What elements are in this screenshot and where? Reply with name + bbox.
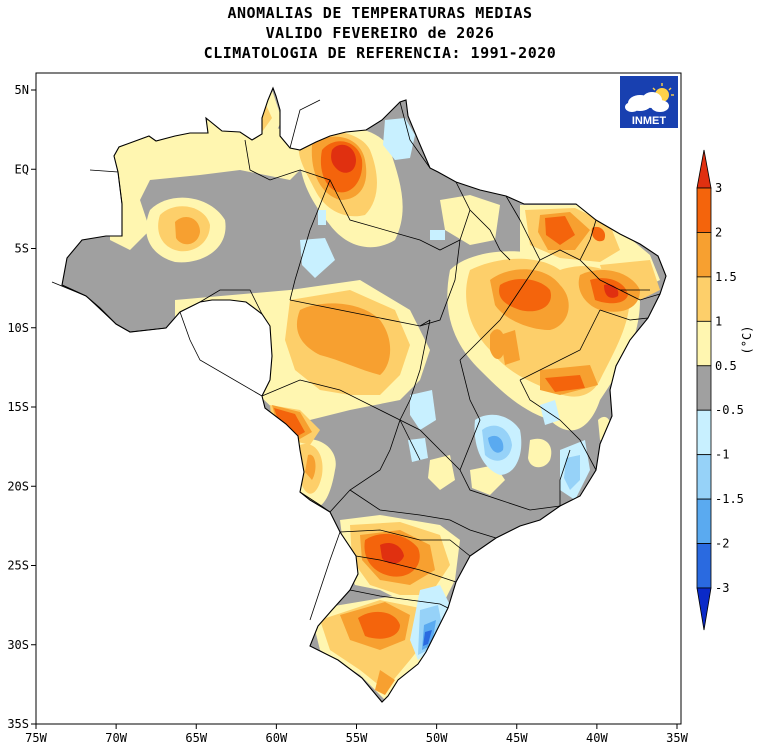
colorbar: 3 2 1.5 1 0.5 -0.5 -1 -1.5 -2 -3: [696, 149, 744, 631]
lon-tick-label: 65W: [185, 731, 207, 745]
borders: [51, 87, 667, 703]
border-colombia: [89, 169, 123, 205]
lat-tick-label: 15S: [7, 400, 29, 414]
map-title: ANOMALIAS DE TEMPERATURAS MEDIAS: [227, 4, 533, 22]
colorbar-bottom-triangle: [696, 587, 712, 631]
colorbar-unit: (°C): [740, 326, 754, 355]
colorbar-segment: [696, 365, 712, 411]
map-subtitle-climatology: CLIMATOLOGIA DE REFERENCIA: 1991-2020: [203, 44, 557, 62]
lon-tick-labels: 75W 70W 65W 60W 55W 50W 45W 40W 35W: [25, 731, 688, 745]
lon-tick-label: 45W: [506, 731, 528, 745]
colorbar-segment: [696, 276, 712, 322]
lat-tick-label: 10S: [7, 321, 29, 335]
anomaly-neg-2-3: [423, 630, 432, 646]
colorbar-segment: [696, 409, 712, 456]
colorbar-segment: [696, 232, 712, 278]
colorbar-level-label: 1: [715, 314, 722, 328]
lat-tick-label: 25S: [7, 559, 29, 573]
lon-tick-label: 55W: [346, 731, 368, 745]
colorbar-level-label: 1.5: [715, 270, 737, 284]
lon-tick-label: 75W: [25, 731, 47, 745]
colorbar-segment: [696, 498, 712, 544]
colorbar-level-label: -0.5: [715, 403, 744, 417]
border-bolivia: [179, 311, 263, 397]
lat-tick-label: 5S: [15, 242, 29, 256]
cloud-sun-icon: [625, 83, 674, 112]
colorbar-level-label: -3: [715, 581, 729, 595]
colorbar-segment: [696, 454, 712, 500]
lon-tick-label: 35W: [666, 731, 688, 745]
axis-ticks: [31, 89, 678, 729]
inmet-logo: INMET: [620, 76, 678, 128]
colorbar-segment: [696, 320, 712, 367]
lon-tick-label: 40W: [586, 731, 608, 745]
border-guianas: [289, 99, 321, 149]
colorbar-level-label: 0.5: [715, 359, 737, 373]
border-peru: [51, 281, 167, 333]
lat-tick-label: 30S: [7, 638, 29, 652]
colorbar-top-triangle: [696, 149, 712, 189]
lon-tick-label: 60W: [266, 731, 288, 745]
colorbar-segment: [696, 543, 712, 589]
anomaly-2-3: [274, 141, 628, 639]
colorbar-level-label: -1: [715, 448, 729, 462]
lon-tick-label: 50W: [426, 731, 448, 745]
lat-tick-label: 35S: [7, 717, 29, 731]
lon-tick-label: 70W: [105, 731, 127, 745]
map-subtitle-period: VALIDO FEVEREIRO de 2026: [265, 24, 495, 42]
colorbar-level-label: -1.5: [715, 492, 744, 506]
lat-tick-labels: 5N EQ 5S 10S 15S 20S 25S 30S 35S: [7, 83, 29, 731]
colorbar-level-label: 3: [715, 181, 722, 195]
lat-tick-label: 5N: [15, 83, 29, 97]
border-argentina: [309, 531, 341, 621]
lat-tick-label: EQ: [15, 162, 29, 176]
lat-tick-label: 20S: [7, 479, 29, 493]
colorbar-level-label: 2: [715, 225, 722, 239]
colorbar-segment: [696, 187, 712, 233]
border-paraguay: [299, 491, 331, 513]
colorbar-level-label: -2: [715, 537, 729, 551]
logo-text: INMET: [632, 115, 667, 127]
